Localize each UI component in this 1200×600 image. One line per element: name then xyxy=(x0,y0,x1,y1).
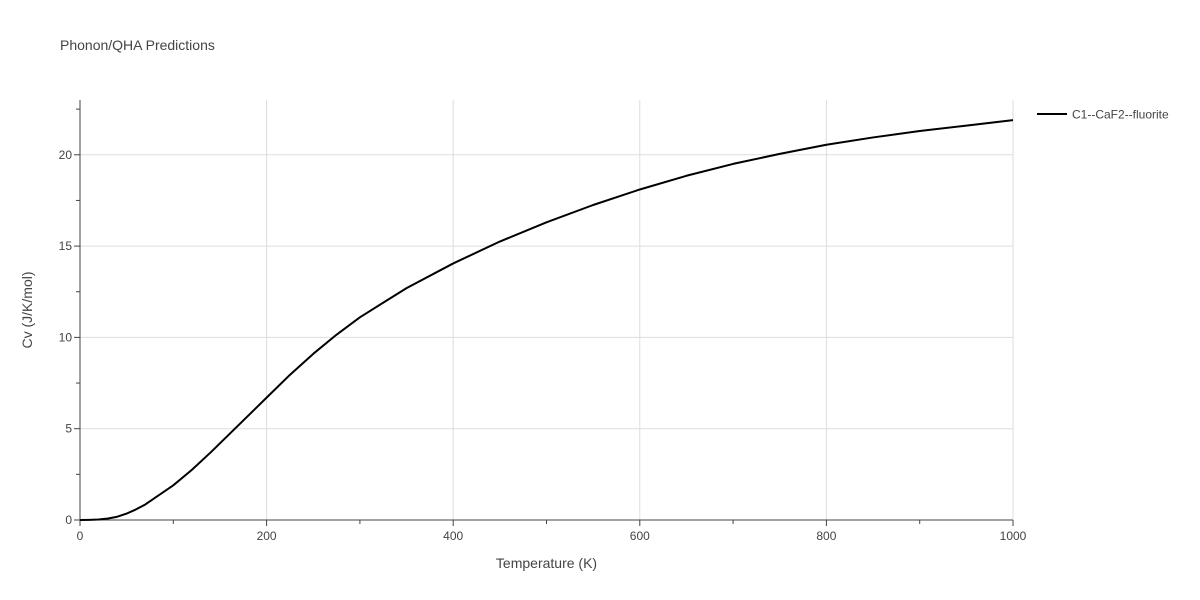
x-tick-label: 600 xyxy=(630,529,650,543)
legend-label: C1--CaF2--fluorite xyxy=(1072,108,1169,122)
x-tick-label: 200 xyxy=(257,529,277,543)
axes: 0 200 400 600 800 1000 0 5 10 15 20 xyxy=(59,100,1027,543)
x-tick-label: 800 xyxy=(816,529,836,543)
y-axis-title: Cv (J/K/mol) xyxy=(19,272,35,349)
x-axis-title: Temperature (K) xyxy=(496,555,597,571)
y-tick-label: 10 xyxy=(59,330,73,344)
y-tick-label: 0 xyxy=(65,513,72,527)
series-line xyxy=(79,119,1014,521)
x-tick-label: 1000 xyxy=(1000,529,1027,543)
x-tick-label: 0 xyxy=(77,529,84,543)
y-tick-label: 15 xyxy=(59,239,73,253)
y-tick-label: 5 xyxy=(65,422,72,436)
y-tick-label: 20 xyxy=(59,148,73,162)
plot-area xyxy=(79,119,1014,521)
chart-title: Phonon/QHA Predictions xyxy=(60,37,215,53)
legend: C1--CaF2--fluorite xyxy=(1037,108,1169,122)
x-tick-label: 400 xyxy=(443,529,463,543)
grid xyxy=(80,100,1014,520)
